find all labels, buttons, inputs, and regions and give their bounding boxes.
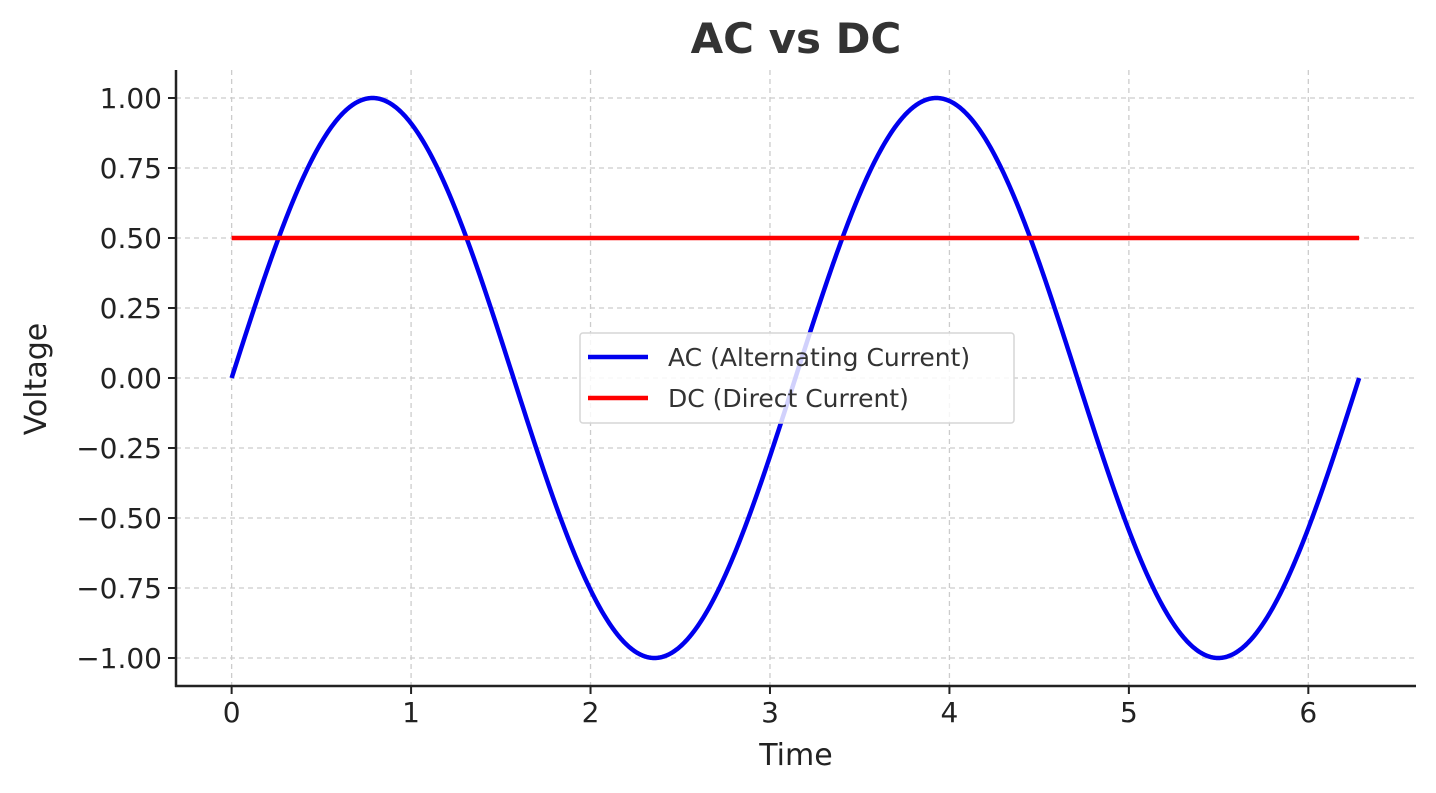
y-tick-label: −1.00 [76,642,162,675]
legend-box [579,332,1015,424]
legend-label: AC (Alternating Current) [668,343,970,372]
legend: AC (Alternating Current) DC (Direct Curre… [579,332,1015,424]
y-tick-label: −0.50 [76,502,162,535]
legend-label: DC (Direct Current) [668,384,909,413]
x-tick-label: 1 [402,696,420,729]
axes: 0 1 2 3 4 5 6 1.00 0.75 0.50 0.25 0.00 −0.25 −0.50 −0.… [76,70,1416,729]
y-tick-label: 1.00 [100,82,162,115]
y-axis-label: Voltage [19,323,54,436]
x-axis-label: Time [758,738,832,773]
y-tick-label: 0.00 [100,362,162,395]
y-tick-label: 0.50 [100,222,162,255]
y-tick-label: −0.75 [76,572,162,605]
chart-title: AC vs DC [691,14,902,63]
x-tick-label: 2 [582,696,600,729]
x-tick-label: 0 [223,696,241,729]
y-tick-label: 0.25 [100,292,162,325]
y-tick-label: −0.25 [76,432,162,465]
x-tick-label: 5 [1120,696,1138,729]
y-tick-label: 0.75 [100,152,162,185]
x-tick-label: 3 [761,696,779,729]
x-tick-label: 6 [1299,696,1317,729]
x-tick-label: 4 [941,696,959,729]
